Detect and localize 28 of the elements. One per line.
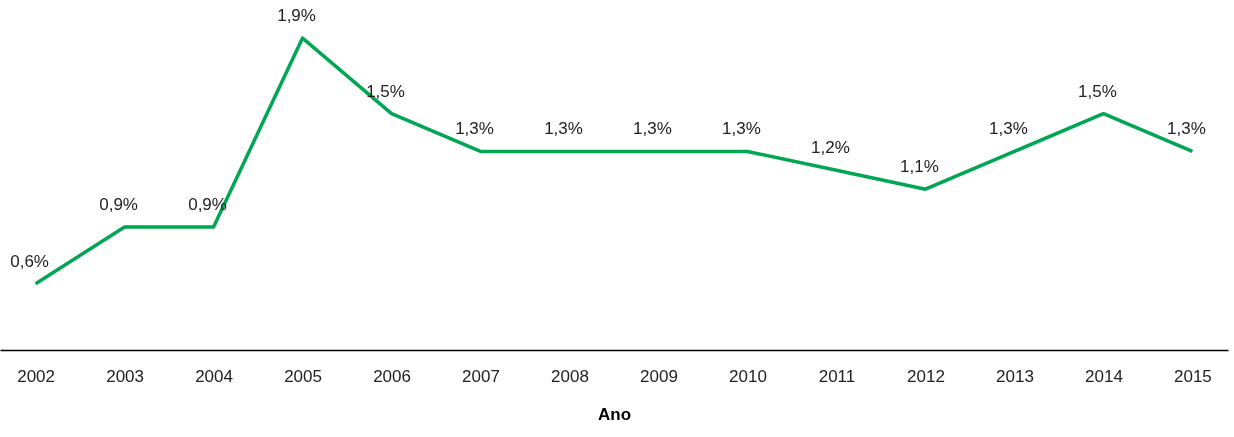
x-tick-label: 2014 — [1085, 366, 1123, 386]
x-tick-label: 2003 — [106, 366, 144, 386]
data-label: 1,9% — [277, 6, 316, 26]
data-label: 0,9% — [99, 195, 138, 214]
data-label: 1,3% — [633, 119, 672, 139]
x-tick-label: 2011 — [818, 366, 856, 386]
data-label: 1,3% — [1167, 119, 1206, 139]
data-label: 1,3% — [544, 119, 583, 139]
data-label: 1,5% — [1078, 81, 1117, 101]
x-tick-label: 2013 — [996, 366, 1034, 386]
data-label: 1,1% — [900, 157, 939, 177]
x-tick-label: 2007 — [462, 366, 500, 386]
x-tick-label: 2010 — [729, 366, 767, 386]
data-label: 1,3% — [455, 119, 494, 139]
x-axis-title: Ano — [597, 404, 632, 424]
data-label: 1,3% — [722, 119, 761, 139]
data-label: 1,5% — [366, 81, 405, 101]
x-tick-label: 2015 — [1173, 366, 1212, 386]
x-tick-label: 2009 — [640, 366, 678, 386]
x-tick-label: 2012 — [907, 366, 945, 386]
x-tick-label: 2008 — [551, 366, 589, 386]
data-label: 1,2% — [811, 138, 850, 158]
x-tick-label: 2004 — [195, 366, 233, 386]
x-tick-label: 2005 — [284, 366, 322, 386]
data-label: 0,6% — [10, 251, 49, 271]
x-tick-label: 2006 — [373, 366, 411, 386]
data-label: 1,3% — [989, 119, 1028, 139]
x-tick-label: 2002 — [17, 366, 56, 386]
